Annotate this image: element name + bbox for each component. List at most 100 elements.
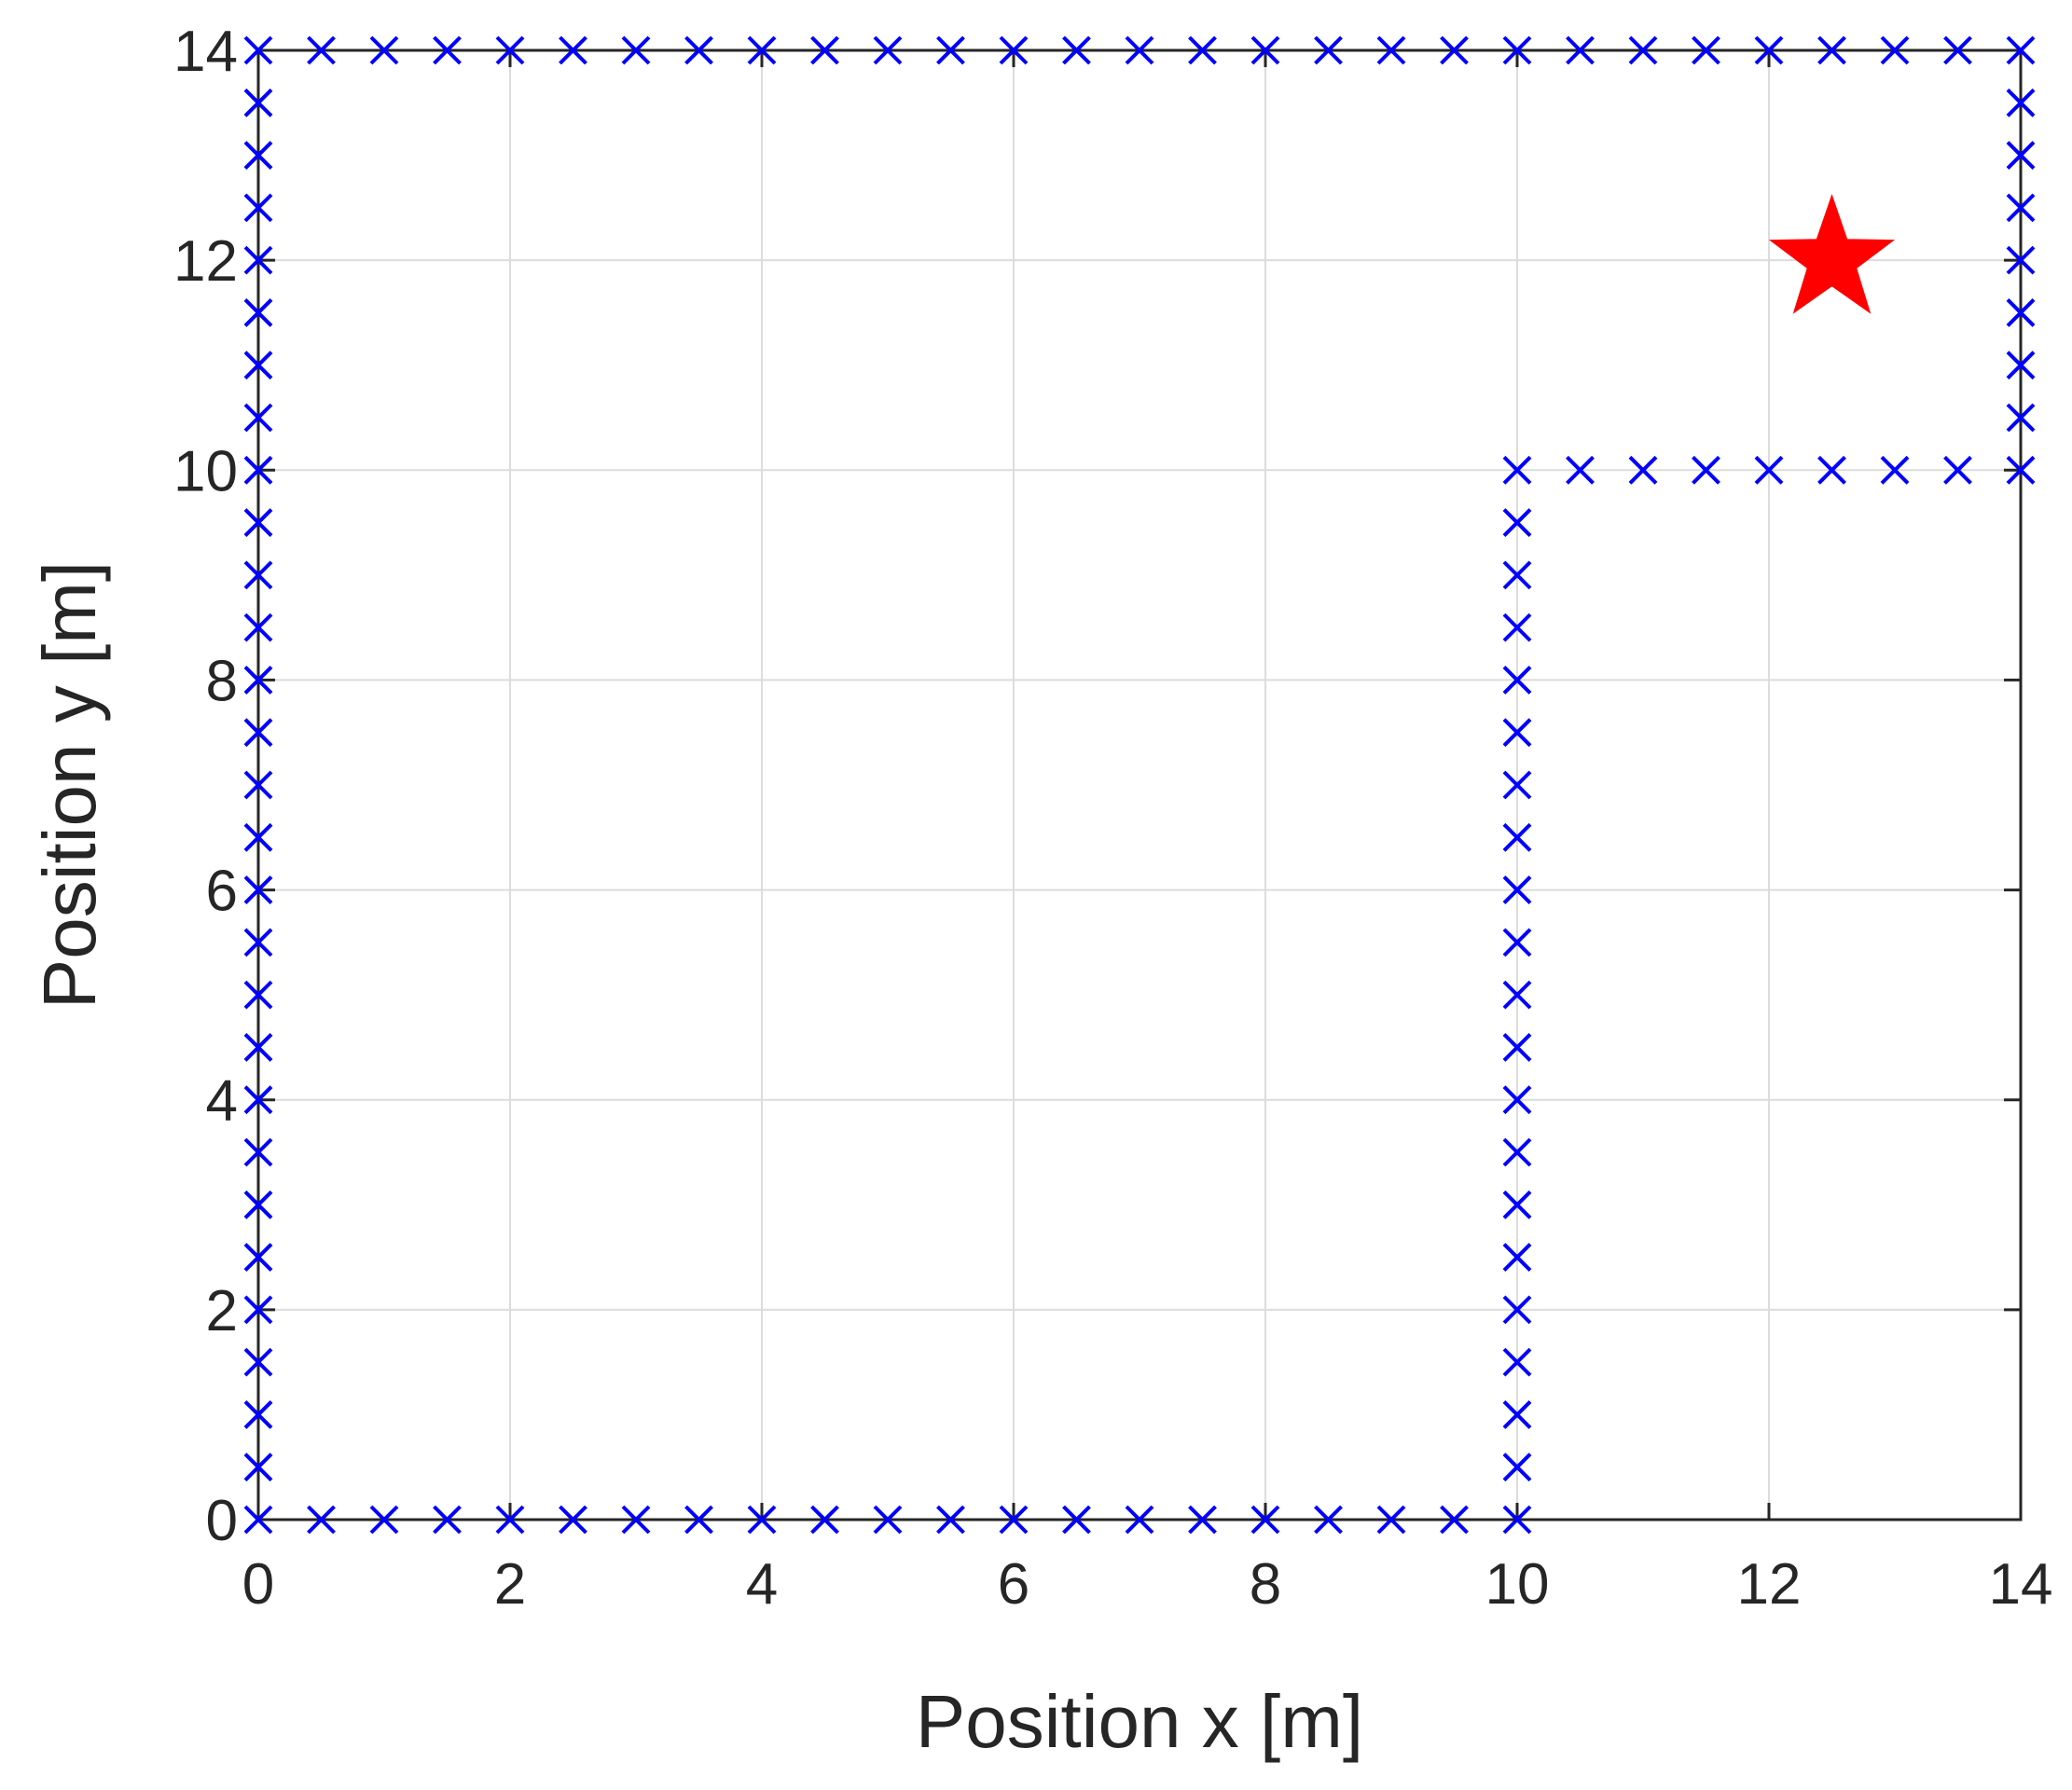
x-marker-85 (1502, 455, 1532, 485)
x-marker-16 (1250, 1505, 1280, 1535)
x-marker-34 (243, 770, 273, 800)
x-marker-102 (1502, 980, 1532, 1010)
star-marker-0 (1768, 194, 1896, 314)
x-marker-109 (1502, 613, 1532, 642)
x-marker-22 (243, 1400, 273, 1429)
x-marker-53 (559, 35, 587, 65)
x-marker-79 (2006, 351, 2036, 380)
x-marker-1 (307, 1505, 336, 1535)
x-marker-44 (243, 245, 273, 275)
y-tick-label-7: 14 (173, 20, 238, 84)
x-marker-59 (936, 35, 965, 65)
x-tick-label-5: 10 (1485, 1552, 1550, 1617)
x-marker-54 (621, 35, 651, 65)
x-marker-9 (810, 1505, 839, 1535)
x-marker-0 (243, 1505, 273, 1535)
x-marker-47 (243, 88, 273, 117)
x-marker-35 (243, 718, 273, 748)
x-marker-67 (1440, 35, 1469, 65)
x-marker-76 (2006, 35, 2036, 65)
x-marker-57 (810, 35, 839, 65)
x-marker-45 (243, 193, 273, 223)
x-marker-94 (1502, 1400, 1532, 1429)
y-axis-label: Position y [m] (28, 561, 111, 1009)
tick-marks (256, 48, 2023, 1522)
x-marker-74 (1880, 35, 1910, 65)
x-marker-111 (1502, 508, 1532, 537)
x-marker-30 (243, 980, 273, 1010)
x-marker-49 (307, 35, 336, 65)
x-marker-27 (243, 1137, 273, 1167)
x-marker-101 (1502, 1033, 1532, 1062)
x-marker-43 (243, 298, 273, 327)
x-tick-label-3: 6 (998, 1552, 1029, 1617)
x-marker-38 (243, 560, 273, 590)
x-marker-52 (495, 35, 525, 65)
x-marker-55 (684, 35, 713, 65)
x-marker-42 (243, 351, 273, 380)
x-marker-21 (243, 1453, 273, 1482)
x-marker-31 (243, 928, 273, 957)
x-marker-110 (1502, 560, 1532, 590)
x-marker-19 (1440, 1505, 1469, 1535)
x-marker-100 (1502, 1085, 1532, 1115)
y-tick-label-4: 8 (206, 649, 238, 713)
x-marker-68 (1502, 35, 1532, 65)
x-axis-label: Position x [m] (916, 1680, 1363, 1763)
x-tick-label-0: 0 (242, 1552, 274, 1617)
x-marker-95 (1502, 1347, 1532, 1377)
x-marker-20 (1502, 1505, 1532, 1535)
x-tick-label-6: 12 (1737, 1552, 1802, 1617)
x-marker-103 (1502, 928, 1532, 957)
x-marker-104 (1502, 875, 1532, 904)
x-marker-28 (243, 1085, 273, 1115)
x-marker-91 (1880, 455, 1910, 485)
x-marker-40 (243, 455, 273, 485)
x-marker-90 (1817, 455, 1846, 485)
x-marker-37 (243, 613, 273, 642)
x-tick-label-1: 2 (494, 1552, 526, 1617)
y-tick-label-2: 4 (206, 1069, 238, 1134)
x-marker-12 (999, 1505, 1029, 1535)
x-marker-56 (747, 35, 777, 65)
x-marker-58 (873, 35, 903, 65)
x-marker-11 (936, 1505, 965, 1535)
x-marker-6 (621, 1505, 651, 1535)
x-marker-84 (2006, 88, 2036, 117)
x-marker-5 (559, 1505, 587, 1535)
x-tick-label-2: 4 (746, 1552, 778, 1617)
x-marker-99 (1502, 1137, 1532, 1167)
data-markers (243, 35, 2036, 1535)
x-marker-24 (243, 1295, 273, 1325)
x-marker-83 (2006, 141, 2036, 170)
x-marker-82 (2006, 193, 2036, 223)
x-marker-15 (1188, 1505, 1217, 1535)
x-marker-46 (243, 141, 273, 170)
x-tick-label-4: 8 (1250, 1552, 1281, 1617)
x-marker-72 (1754, 35, 1784, 65)
x-marker-108 (1502, 666, 1532, 695)
x-marker-14 (1125, 1505, 1154, 1535)
x-marker-41 (243, 403, 273, 433)
x-marker-7 (684, 1505, 713, 1535)
x-tick-label-7: 14 (1989, 1552, 2053, 1617)
x-marker-65 (1314, 35, 1343, 65)
x-marker-48 (243, 35, 273, 65)
x-marker-8 (747, 1505, 777, 1535)
x-marker-70 (1628, 35, 1658, 65)
x-marker-61 (1062, 35, 1091, 65)
x-marker-86 (1566, 455, 1595, 485)
x-marker-2 (369, 1505, 399, 1535)
x-marker-39 (243, 508, 273, 537)
x-marker-88 (1692, 455, 1720, 485)
x-marker-10 (873, 1505, 903, 1535)
x-marker-3 (433, 1505, 462, 1535)
x-marker-36 (243, 666, 273, 695)
x-marker-92 (1943, 455, 1972, 485)
tick-labels: 0 2 4 6 8 10 12 14 0 2 4 6 8 10 12 14 (173, 20, 2052, 1617)
y-tick-label-5: 10 (173, 439, 238, 503)
x-marker-62 (1125, 35, 1154, 65)
x-marker-23 (243, 1347, 273, 1377)
x-marker-64 (1250, 35, 1280, 65)
y-tick-label-1: 2 (206, 1279, 238, 1343)
